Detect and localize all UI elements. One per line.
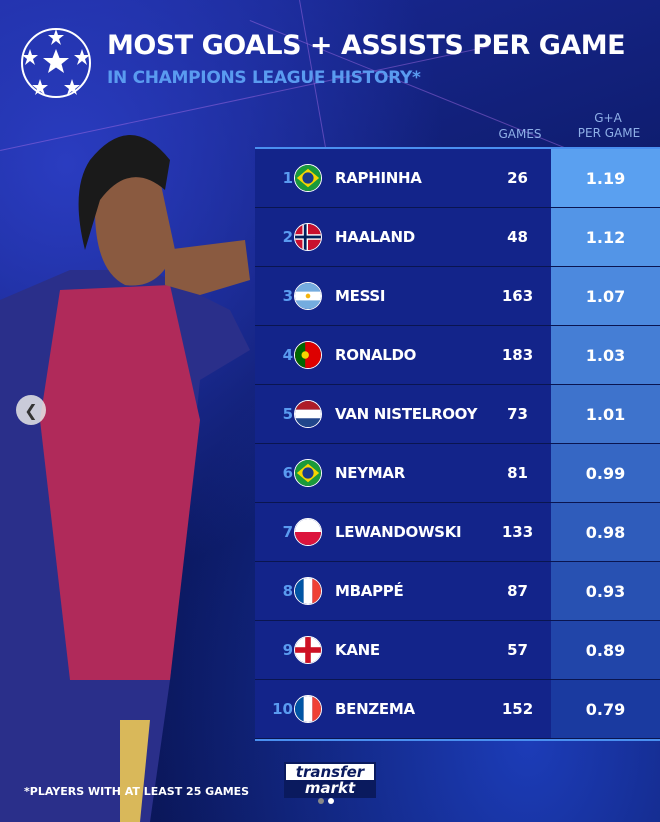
player-name: KANE <box>335 641 380 659</box>
ga-per-game-value: 1.01 <box>551 385 660 443</box>
ga-per-game-value: 0.79 <box>551 680 660 738</box>
ga-per-game-value: 1.19 <box>551 149 660 207</box>
column-header-ga-line1: G+A <box>594 111 622 125</box>
table-row: 1 RAPHINHA 26 1.19 <box>255 149 660 208</box>
games-value: 152 <box>501 700 534 718</box>
rank: 7 <box>282 523 293 541</box>
carousel-prev-button[interactable]: ❮ <box>16 395 46 425</box>
column-header-ga-line2: PER GAME <box>577 126 641 140</box>
carousel-dot-active[interactable] <box>328 798 334 804</box>
player-name: NEYMAR <box>335 464 405 482</box>
rank: 4 <box>282 346 293 364</box>
player-name: RAPHINHA <box>335 169 422 187</box>
ga-per-game-value: 0.98 <box>551 503 660 561</box>
table-row: 6 NEYMAR 81 0.99 <box>255 444 660 503</box>
ga-per-game-value: 1.07 <box>551 267 660 325</box>
page-subtitle: IN CHAMPIONS LEAGUE HISTORY* <box>107 68 421 88</box>
transfermarkt-logo: transfer markt <box>284 762 376 798</box>
argentina-flag-icon <box>294 282 322 310</box>
france-flag-icon <box>294 695 322 723</box>
portugal-flag-icon <box>294 341 322 369</box>
footnote: *PLAYERS WITH AT LEAST 25 GAMES <box>24 785 250 798</box>
rank: 5 <box>282 405 293 423</box>
brazil-flag-icon <box>294 459 322 487</box>
rank: 3 <box>282 287 293 305</box>
games-value: 183 <box>501 346 534 364</box>
player-name: MESSI <box>335 287 386 305</box>
player-name: RONALDO <box>335 346 417 364</box>
page-title: MOST GOALS + ASSISTS PER GAME <box>107 30 626 61</box>
brazil-flag-icon <box>294 164 322 192</box>
england-flag-icon <box>294 636 322 664</box>
table-row: 9 KANE 57 0.89 <box>255 621 660 680</box>
games-value: 48 <box>507 228 528 246</box>
table-row: 7 LEWANDOWSKI 133 0.98 <box>255 503 660 562</box>
ga-per-game-value: 0.89 <box>551 621 660 679</box>
rank: 9 <box>282 641 293 659</box>
games-value: 57 <box>507 641 528 659</box>
table-row: 2 HAALAND 48 1.12 <box>255 208 660 267</box>
rank: 10 <box>272 700 293 718</box>
brand-line2: markt <box>286 780 374 796</box>
brand-line1: transfer <box>295 763 365 781</box>
table-row: 10 BENZEMA 152 0.79 <box>255 680 660 739</box>
table-row: 5 VAN NISTELROOY 73 1.01 <box>255 385 660 444</box>
player-name: LEWANDOWSKI <box>335 523 462 541</box>
player-name: BENZEMA <box>335 700 415 718</box>
netherlands-flag-icon <box>294 400 322 428</box>
table-row: 4 RONALDO 183 1.03 <box>255 326 660 385</box>
champions-league-logo-icon <box>21 28 91 98</box>
rank: 8 <box>282 582 293 600</box>
table-row: 8 MBAPPÉ 87 0.93 <box>255 562 660 621</box>
games-value: 87 <box>507 582 528 600</box>
player-photo <box>0 135 250 822</box>
ranking-table: 1 RAPHINHA 26 1.19 2 HAALAND 48 1.12 3 M… <box>255 147 660 741</box>
games-value: 26 <box>507 169 528 187</box>
norway-flag-icon <box>294 223 322 251</box>
ga-per-game-value: 0.99 <box>551 444 660 502</box>
table-row: 3 MESSI 163 1.07 <box>255 267 660 326</box>
games-value: 73 <box>507 405 528 423</box>
rank: 1 <box>282 169 293 187</box>
games-value: 163 <box>501 287 534 305</box>
poland-flag-icon <box>294 518 322 546</box>
column-header-games: GAMES <box>498 127 542 141</box>
carousel-dot[interactable] <box>318 798 324 804</box>
chevron-left-icon: ❮ <box>24 400 38 420</box>
rank: 2 <box>282 228 293 246</box>
france-flag-icon <box>294 577 322 605</box>
player-name: VAN NISTELROOY <box>335 405 478 423</box>
player-name: HAALAND <box>335 228 415 246</box>
player-name: MBAPPÉ <box>335 582 404 600</box>
games-value: 81 <box>507 464 528 482</box>
rank: 6 <box>282 464 293 482</box>
ga-per-game-value: 1.12 <box>551 208 660 266</box>
ga-per-game-value: 0.93 <box>551 562 660 620</box>
games-value: 133 <box>501 523 534 541</box>
ga-per-game-value: 1.03 <box>551 326 660 384</box>
